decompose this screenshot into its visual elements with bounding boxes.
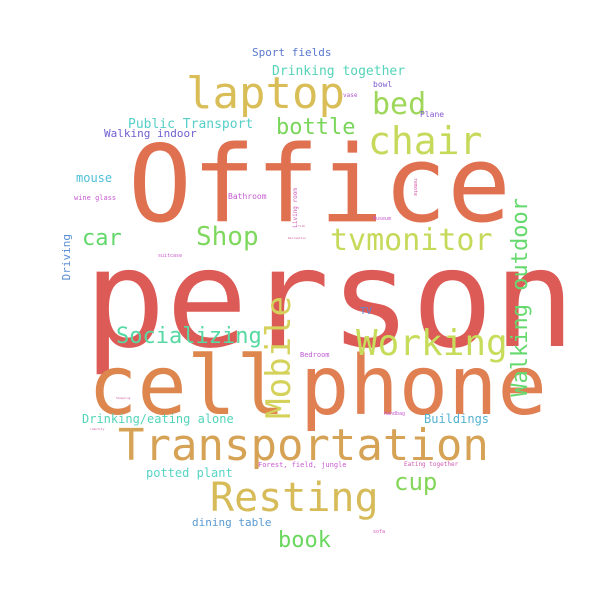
word-museum: Museum (373, 216, 392, 222)
word-cell: cell (88, 339, 286, 434)
word-handbag: handbag (384, 411, 406, 417)
word-mouse: mouse (76, 171, 113, 185)
word-cup: cup (394, 468, 438, 496)
word-remote: remote (412, 178, 418, 197)
word-recreation: Recreation (288, 236, 307, 240)
word-chair: chair (368, 119, 483, 163)
word-tv: TV (360, 306, 373, 317)
word-drinking-together: Drinking together (272, 64, 406, 79)
word-office: Office (128, 123, 511, 246)
word-socializing: Socializing (116, 324, 262, 349)
word-identity: identity (90, 427, 105, 431)
word-driving: Driving (60, 234, 73, 281)
word-person: person (84, 221, 576, 379)
word-bed: bed (372, 87, 427, 122)
word-fish: fish (298, 224, 306, 228)
word-dining-table: dining table (192, 516, 272, 529)
word-tvmonitor: tvmonitor (330, 223, 493, 258)
word-sofa: sofa (373, 529, 386, 535)
word-transportation: Transportation (118, 420, 489, 471)
word-working: Working (356, 323, 508, 364)
word-suitcase: suitcase (158, 253, 183, 259)
word-bowl: bowl (373, 80, 393, 89)
word-forest: Forest, field, jungle (258, 461, 347, 469)
word-resting: Resting (210, 475, 379, 521)
word-drinking-eating-alone: Drinking/eating alone (82, 412, 234, 426)
word-mobile: Mobile (259, 296, 299, 419)
word-car: car (82, 226, 122, 251)
word-shop: Shop (196, 222, 259, 252)
word-vase: vase (343, 92, 358, 99)
word-wine-glass: wine glass (74, 194, 117, 202)
word-potted-plant: potted plant (146, 466, 233, 480)
word-bottle: bottle (276, 115, 356, 140)
word-book: book (278, 528, 331, 553)
word-shopping: Shopping (116, 396, 131, 400)
word-buildings: Buildings (424, 412, 490, 426)
word-sport-fields: Sport fields (252, 46, 332, 59)
word-walking-indoor: Walking indoor (104, 127, 197, 140)
word-plane: Plane (420, 110, 445, 119)
word-laptop: laptop (186, 68, 345, 119)
word-bathroom: Bathroom (228, 192, 267, 201)
word-walking-outdoor: Walking outdoor (508, 198, 533, 397)
word-public-transport: Public Transport (128, 117, 254, 132)
word-phone: phone (300, 339, 547, 434)
word-bedroom: Bedroom (300, 351, 330, 359)
word-eating-together: Eating together (404, 461, 459, 468)
word-living-room: Living room (292, 188, 299, 228)
